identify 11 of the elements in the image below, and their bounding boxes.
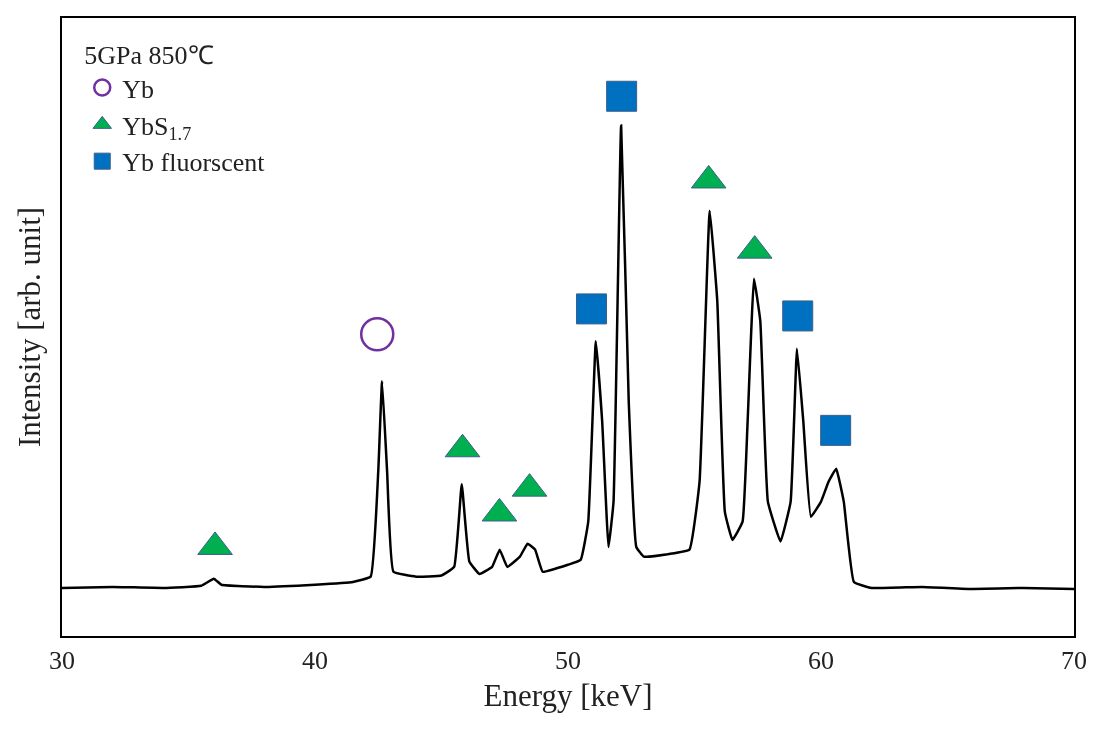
x-axis-title: Energy [keV] (483, 677, 653, 713)
x-tick-label: 60 (808, 646, 834, 676)
x-tick-label: 30 (49, 646, 75, 676)
legend-label: Yb (122, 74, 155, 104)
legend-label: Yb fluorscent (122, 148, 266, 178)
y-axis-title: Intensity [arb. unit] (12, 206, 48, 448)
x-tick-label: 70 (1061, 646, 1087, 676)
x-tick-label: 50 (555, 646, 581, 676)
legend-label: YbS$_{1.7}$ (122, 111, 192, 144)
legend-title: 5GPa 850℃ (84, 41, 214, 71)
x-tick-label: 40 (302, 646, 328, 676)
